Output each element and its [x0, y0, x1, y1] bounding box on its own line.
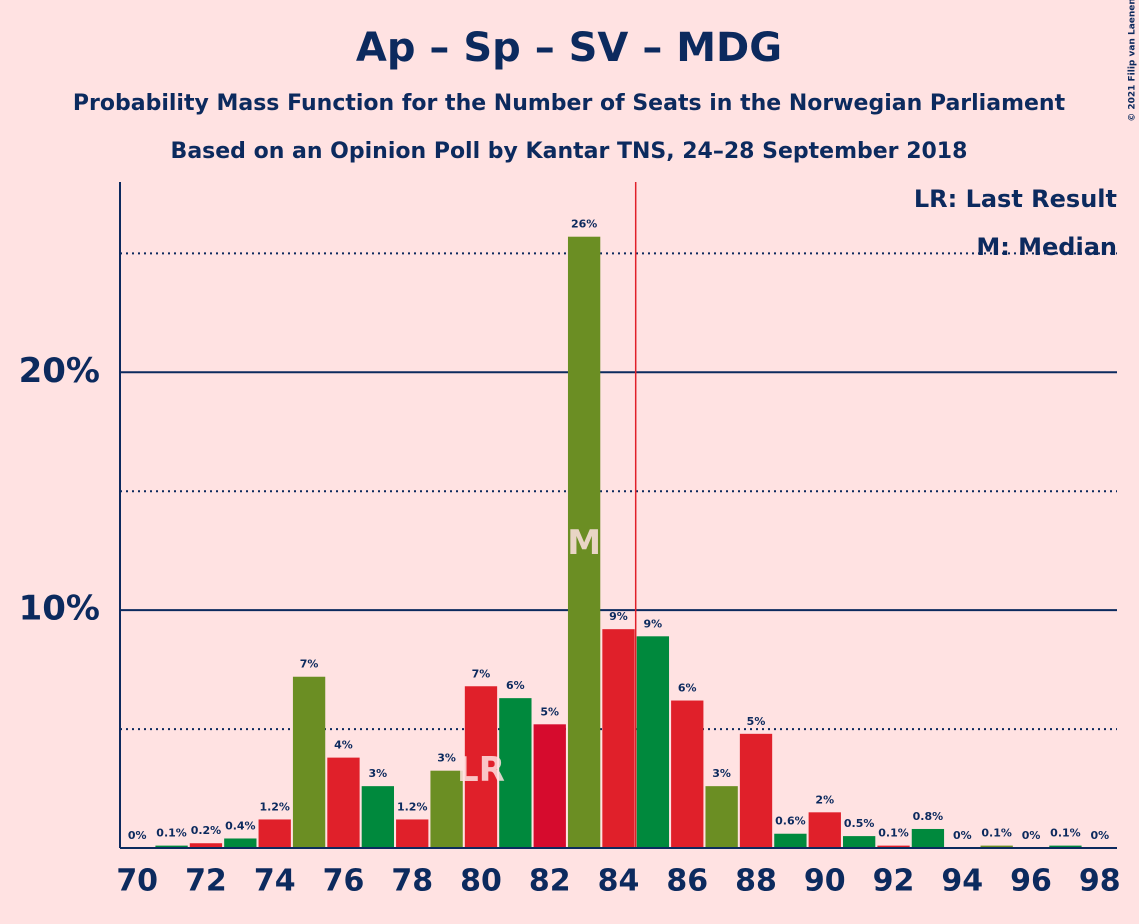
value-label: 1.2% [397, 800, 428, 813]
x-tick-label: 80 [460, 864, 502, 899]
bar [533, 724, 566, 848]
bar [705, 786, 738, 848]
x-tick-label: 90 [804, 864, 846, 899]
value-label: 3% [437, 752, 456, 765]
value-label: 3% [712, 767, 731, 780]
value-label: 0.1% [981, 827, 1012, 840]
bar [361, 786, 395, 848]
chart-subtitle: Based on an Opinion Poll by Kantar TNS, … [171, 139, 968, 164]
bar [842, 836, 876, 848]
y-tick-label: 20% [19, 351, 100, 391]
bar-annotation: M [567, 523, 601, 563]
value-label: 0.6% [775, 815, 806, 828]
value-label: 0% [128, 829, 147, 842]
bar [224, 838, 257, 848]
value-label: 0% [1022, 829, 1041, 842]
bar [808, 812, 841, 848]
bar [464, 686, 498, 848]
bar [774, 833, 807, 848]
x-tick-label: 98 [1079, 864, 1121, 899]
value-label: 1.2% [259, 800, 290, 813]
value-label: 2% [815, 793, 834, 806]
value-label: 6% [506, 679, 525, 692]
chart-title: Ap – Sp – SV – MDG [356, 25, 782, 71]
bar [602, 629, 635, 848]
value-label: 7% [300, 658, 319, 671]
bar [877, 845, 910, 848]
bar [499, 698, 532, 848]
value-label: 9% [644, 617, 663, 630]
chart-subtitle: Probability Mass Function for the Number… [73, 91, 1066, 116]
x-tick-label: 84 [598, 864, 640, 899]
bar [567, 236, 601, 848]
x-tick-label: 74 [254, 864, 296, 899]
x-tick-label: 82 [529, 864, 571, 899]
x-tick-label: 72 [185, 864, 227, 899]
value-label: 0.1% [1050, 827, 1081, 840]
bar [155, 845, 188, 848]
x-tick-label: 88 [735, 864, 777, 899]
y-tick-label: 10% [19, 589, 100, 629]
value-label: 5% [540, 705, 559, 718]
bar [636, 636, 670, 848]
bar-annotation: LR [457, 750, 505, 790]
bar [396, 819, 429, 848]
x-tick-label: 96 [1010, 864, 1052, 899]
bar [1049, 845, 1082, 848]
value-label: 0.5% [844, 817, 875, 830]
value-label: 0.1% [156, 827, 187, 840]
value-label: 3% [369, 767, 388, 780]
value-label: 0% [1090, 829, 1109, 842]
value-label: 4% [334, 739, 353, 752]
bar [671, 700, 704, 848]
value-label: 6% [678, 682, 697, 695]
bar [739, 733, 773, 848]
bar [911, 828, 945, 848]
value-label: 7% [472, 667, 491, 680]
value-label: 0.2% [191, 824, 222, 837]
x-tick-label: 94 [941, 864, 983, 899]
bar [292, 676, 326, 848]
value-label: 26% [571, 218, 597, 231]
x-tick-label: 70 [116, 864, 158, 899]
value-label: 0.1% [878, 827, 909, 840]
bar [980, 845, 1013, 848]
value-label: 9% [609, 610, 628, 623]
copyright: © 2021 Filip van Laenen [1128, 0, 1138, 122]
x-tick-label: 92 [873, 864, 915, 899]
value-label: 0.8% [913, 810, 944, 823]
bar [189, 843, 223, 848]
x-tick-label: 78 [391, 864, 433, 899]
x-tick-label: 76 [323, 864, 365, 899]
x-tick-label: 86 [666, 864, 708, 899]
value-label: 0.4% [225, 819, 256, 832]
bar [258, 819, 291, 848]
value-label: 5% [747, 715, 766, 728]
legend-entry: M: Median [976, 233, 1117, 261]
bar [430, 770, 463, 848]
bar [327, 757, 360, 848]
value-label: 0% [953, 829, 972, 842]
legend-entry: LR: Last Result [914, 185, 1117, 213]
